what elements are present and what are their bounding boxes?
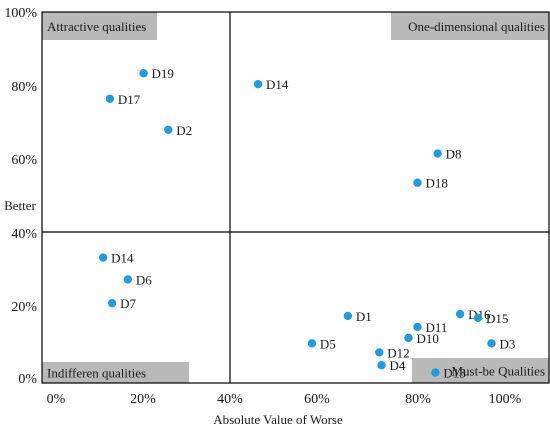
point-label: D5 xyxy=(320,336,336,351)
point-label: D12 xyxy=(387,345,409,360)
y-tick-label: 100% xyxy=(4,6,37,21)
x-tick-label: 60% xyxy=(304,392,330,407)
y-tick-label: 0% xyxy=(18,372,37,387)
data-point xyxy=(455,309,465,319)
x-axis-title: Absolute Value of Worse xyxy=(213,412,343,427)
data-point xyxy=(413,178,422,187)
x-tick-label: 100% xyxy=(489,392,522,407)
data-point xyxy=(431,368,440,377)
data-point xyxy=(123,275,133,284)
data-point xyxy=(343,311,353,321)
plot-frame xyxy=(41,11,550,384)
data-point xyxy=(404,333,413,343)
data-point xyxy=(105,94,115,103)
quadrant-label-boxes: Attractive qualities One-dimensional qual… xyxy=(42,12,549,383)
point-label: D14 xyxy=(111,251,134,266)
quadrant-label: Indifferen qualities xyxy=(47,366,146,381)
point-label: D8 xyxy=(446,147,462,162)
point-label: D19 xyxy=(152,66,174,81)
point-label: D18 xyxy=(425,176,447,191)
point-label: D7 xyxy=(120,296,136,311)
data-point xyxy=(473,313,483,322)
x-tick-label: 0% xyxy=(47,392,66,407)
point-label: D4 xyxy=(390,358,406,373)
y-tick-label: 60% xyxy=(11,153,37,168)
x-tick-label: 40% xyxy=(217,392,243,407)
y-tick-label: 20% xyxy=(11,300,37,315)
point-label: D2 xyxy=(176,123,192,138)
point-label: D3 xyxy=(500,336,516,351)
quadrant-label-box xyxy=(42,362,189,383)
point-label: D13 xyxy=(443,366,465,381)
data-point xyxy=(375,348,384,357)
data-points: D19D17D2D14D8D18D14D6D7D1D5D16D15D11D10D… xyxy=(98,66,516,381)
y-axis-title: Better xyxy=(4,198,36,213)
y-tick-label: 80% xyxy=(11,80,37,95)
point-label: D14 xyxy=(266,77,289,92)
data-point xyxy=(307,339,317,348)
quadrant-label: One-dimensional qualities xyxy=(408,19,545,34)
quadrant-label: Attractive qualities xyxy=(47,19,146,34)
data-point xyxy=(487,339,496,348)
point-label: D15 xyxy=(486,311,508,326)
data-point xyxy=(98,253,108,262)
tick-labels: 0% 20% 40% 60% 80% 100% 0% 20% 40% 60% 80% 100% xyxy=(4,6,521,407)
point-label: D1 xyxy=(356,309,372,324)
point-label: D17 xyxy=(118,92,141,107)
data-point xyxy=(164,125,173,134)
y-tick-label: 40% xyxy=(11,227,37,242)
data-point xyxy=(107,298,117,308)
quadrant-label-box xyxy=(391,12,549,40)
x-tick-label: 80% xyxy=(405,392,431,407)
data-point xyxy=(413,322,422,332)
quadrant-label-box xyxy=(42,12,157,40)
data-point xyxy=(253,79,263,89)
point-label: D11 xyxy=(425,320,447,335)
x-tick-label: 20% xyxy=(130,392,156,407)
quadrant-label: Must-be Qualities xyxy=(451,364,545,379)
point-label: D6 xyxy=(136,272,152,287)
data-point xyxy=(139,69,148,78)
data-point xyxy=(433,149,442,158)
point-label: D10 xyxy=(416,331,438,346)
data-point xyxy=(377,361,386,370)
